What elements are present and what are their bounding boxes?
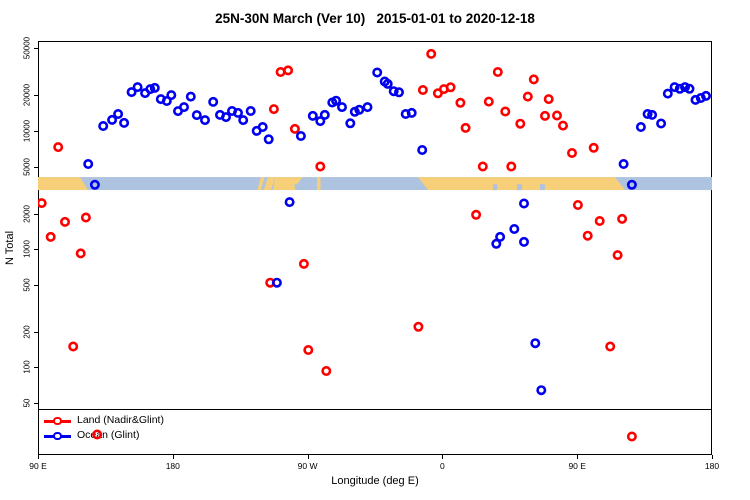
legend-label-ocean: Ocean (Glint): [77, 429, 140, 441]
y-tick-label: 5000: [22, 157, 32, 176]
y-tick-mark: [34, 284, 38, 286]
y-tick-label: 50000: [22, 37, 32, 60]
legend-marker-ocean-icon: [53, 431, 62, 441]
x-axis-label: Longitude (deg E): [331, 475, 419, 487]
x-tick-label: 90 W: [297, 461, 318, 471]
legend-label-land: Land (Nadir&Glint): [77, 414, 164, 426]
y-tick-label: 500: [22, 278, 32, 292]
x-tick-label: 90 E: [568, 461, 586, 471]
legend-marker-land-icon: [53, 416, 62, 426]
y-tick-label: 2000: [22, 204, 32, 223]
y-tick-mark: [34, 367, 38, 369]
legend-box-border: [38, 409, 712, 410]
y-tick-mark: [34, 166, 38, 168]
y-axis-label: N Total: [4, 230, 16, 266]
y-tick-label: 10000: [22, 119, 32, 143]
y-tick-label: 50: [22, 398, 32, 408]
x-tick-mark: [712, 455, 713, 459]
y-tick-mark: [34, 213, 38, 215]
y-tick-label: 100: [22, 360, 32, 374]
x-tick-mark: [172, 455, 174, 459]
y-tick-mark: [34, 48, 38, 50]
y-tick-label: 200: [22, 325, 32, 339]
plot-area: [38, 41, 712, 455]
y-tick-mark: [34, 130, 38, 132]
y-tick-mark: [34, 331, 38, 333]
x-tick-mark: [577, 455, 579, 459]
x-tick-label: 180: [165, 461, 180, 471]
x-tick-mark: [442, 455, 444, 459]
x-tick-label: 90 E: [29, 461, 47, 471]
y-tick-mark: [34, 402, 38, 404]
y-tick-mark: [34, 249, 38, 251]
x-tick-label: 0: [440, 461, 445, 471]
y-tick-label: 20000: [22, 84, 32, 107]
x-tick-mark: [38, 455, 39, 459]
x-tick-label: 180: [704, 461, 720, 471]
chart-title: 25N-30N March (Ver 10) 2015-01-01 to 202…: [215, 11, 535, 26]
x-tick-mark: [307, 455, 309, 459]
y-tick-mark: [34, 95, 38, 97]
y-tick-label: 1000: [22, 240, 32, 259]
